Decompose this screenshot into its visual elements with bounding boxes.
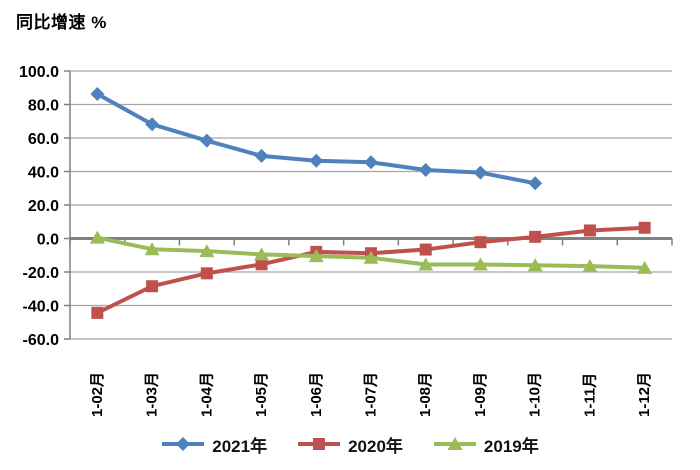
chart-title: 同比增速 %: [16, 13, 107, 32]
series-marker-square-icon: [146, 280, 159, 293]
x-axis-tick-label: 1-11月: [581, 373, 598, 417]
series-marker-triangle-icon: [637, 260, 653, 274]
legend-marker-square-icon: [298, 438, 341, 450]
series-marker-triangle-icon: [254, 247, 270, 261]
y-axis-tick-label: -40.0: [23, 299, 60, 316]
series-marker-triangle-icon: [199, 244, 215, 258]
y-axis-tick-label: -20.0: [23, 265, 60, 282]
x-axis-tick-label: 1-12月: [636, 372, 653, 417]
series-marker-square-icon: [419, 243, 432, 256]
series-marker-triangle-icon: [89, 230, 105, 244]
legend-marker-triangle-icon: [433, 437, 476, 450]
legend-label: 2021年: [212, 436, 268, 456]
x-axis-tick-label: 1-06月: [308, 372, 325, 417]
series-marker-triangle-icon: [308, 249, 324, 263]
y-axis-tick-label: -60.0: [23, 332, 60, 349]
legend-label: 2020年: [348, 436, 403, 456]
legend-item-2020年: 2020年: [297, 432, 403, 457]
y-axis-tick-label: 100.0: [19, 64, 59, 81]
x-axis-tick-label: 1-03月: [144, 372, 161, 417]
legend-label: 2019年: [483, 436, 539, 456]
x-axis-tick-label: 1-04月: [198, 372, 215, 417]
y-axis-tick-label: 40.0: [28, 165, 59, 182]
series-marker-diamond-icon: [309, 153, 324, 168]
series-marker-triangle-icon: [418, 257, 434, 271]
series-marker-triangle-icon: [363, 250, 379, 264]
legend-marker-diamond-icon: [162, 437, 205, 451]
series-marker-diamond-icon: [528, 176, 543, 191]
y-axis-tick-label: 60.0: [28, 131, 59, 148]
y-axis-tick-label: 20.0: [28, 198, 59, 215]
x-axis-tick-label: 1-10月: [527, 372, 544, 417]
series-marker-square-icon: [474, 236, 487, 249]
x-axis-tick-label: 1-09月: [472, 372, 489, 417]
x-axis-tick-label: 1-08月: [417, 372, 434, 417]
series-marker-diamond-icon: [473, 165, 488, 180]
legend-item-2021年: 2021年: [161, 432, 267, 457]
x-axis-tick-label: 1-05月: [253, 372, 270, 417]
plot-area: 100.0 80.0 60.0 40.0 20.0 0.0 -20.0 -40.0 -60.0 1…: [19, 64, 673, 417]
x-axis-tick-label: 1-07月: [363, 372, 380, 417]
series-marker-square-icon: [638, 221, 651, 234]
series-marker-diamond-icon: [199, 133, 214, 148]
series-marker-diamond-icon: [145, 117, 160, 132]
series-marker-square-icon: [583, 224, 596, 237]
series-marker-square-icon: [200, 267, 213, 280]
legend-item-2019年: 2019年: [433, 432, 539, 457]
legend: 2021年 2020年 2019年: [0, 424, 700, 464]
x-axis-tick-label: 1-02月: [89, 372, 106, 417]
series-marker-square-icon: [91, 306, 104, 319]
y-axis-tick-label: 0.0: [37, 232, 59, 249]
series-marker-square-icon: [529, 230, 542, 243]
series-marker-square-icon: [255, 258, 268, 271]
series-marker-triangle-icon: [527, 258, 543, 272]
series-marker-diamond-icon: [364, 155, 378, 170]
series-marker-triangle-icon: [472, 257, 488, 271]
series-marker-diamond-icon: [90, 86, 105, 101]
series-marker-triangle-icon: [582, 259, 598, 273]
series-marker-triangle-icon: [144, 242, 160, 256]
series-marker-diamond-icon: [418, 162, 433, 177]
y-axis-tick-label: 80.0: [28, 98, 59, 115]
series-marker-diamond-icon: [254, 148, 269, 163]
